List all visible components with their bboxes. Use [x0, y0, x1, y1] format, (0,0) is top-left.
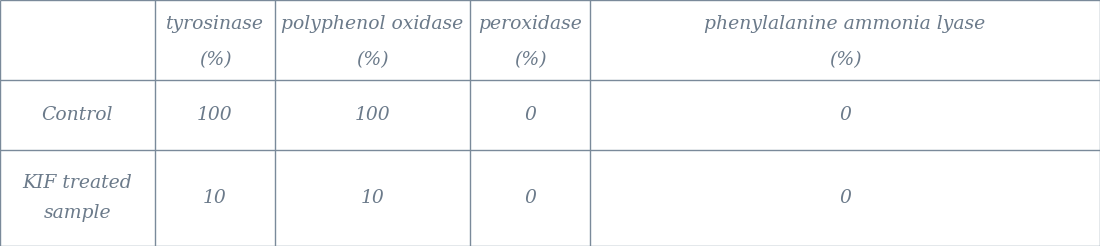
Text: phenylalanine ammonia lyase: phenylalanine ammonia lyase — [704, 15, 986, 33]
Text: 10: 10 — [204, 189, 227, 207]
Text: (%): (%) — [356, 51, 388, 69]
Text: 0: 0 — [839, 106, 851, 124]
Text: (%): (%) — [199, 51, 231, 69]
Text: 10: 10 — [361, 189, 384, 207]
Text: 100: 100 — [354, 106, 390, 124]
Text: 0: 0 — [524, 189, 536, 207]
Text: Control: Control — [42, 106, 113, 124]
Text: (%): (%) — [828, 51, 861, 69]
Text: (%): (%) — [514, 51, 547, 69]
Text: polyphenol oxidase: polyphenol oxidase — [282, 15, 463, 33]
Text: 100: 100 — [197, 106, 233, 124]
Text: KIF treated
sample: KIF treated sample — [23, 174, 132, 222]
Text: peroxidase: peroxidase — [478, 15, 582, 33]
Text: tyrosinase: tyrosinase — [166, 15, 264, 33]
Text: 0: 0 — [524, 106, 536, 124]
Text: 0: 0 — [839, 189, 851, 207]
